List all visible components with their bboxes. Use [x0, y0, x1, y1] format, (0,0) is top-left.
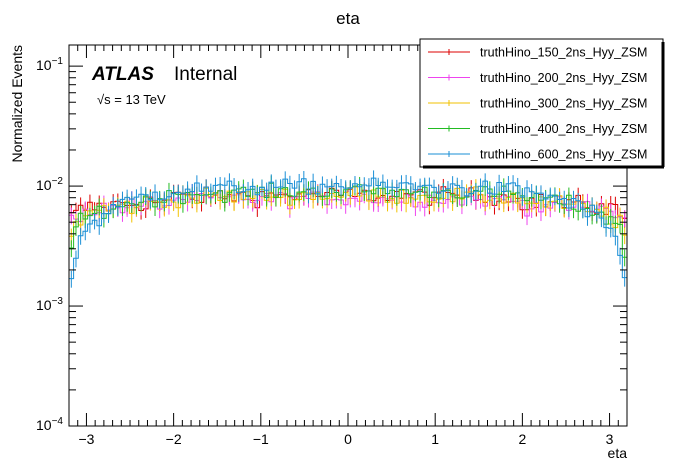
series-line [69, 177, 627, 280]
x-tick-label: 0 [344, 431, 352, 447]
atlas-status-label: Internal [174, 64, 237, 85]
y-axis-label: Normalized Events [9, 45, 25, 163]
legend-entry-label: truthHino_600_2ns_Hyy_ZSM [480, 148, 647, 162]
series-line [69, 186, 627, 237]
x-tick-label: −2 [166, 431, 182, 447]
atlas-label: ATLAS [91, 64, 154, 85]
chart-title: eta [336, 9, 360, 28]
y-tick-exponent: −4 [52, 416, 64, 427]
x-tick-label: 2 [518, 431, 526, 447]
y-tick-exponent: −1 [52, 56, 64, 67]
legend: truthHino_150_2ns_Hyy_ZSM truthHino_200_2… [419, 38, 665, 169]
x-tick-label: −1 [253, 431, 269, 447]
y-tick-label: 10−1 [36, 56, 63, 73]
x-tick-label: 3 [606, 431, 614, 447]
y-tick-label: 10−4 [36, 416, 63, 433]
x-tick-label: −3 [78, 431, 94, 447]
x-axis-label: eta [608, 445, 628, 461]
y-tick-exponent: −2 [52, 176, 64, 187]
legend-entry-label: truthHino_200_2ns_Hyy_ZSM [480, 71, 647, 85]
series-4 [69, 175, 627, 267]
y-tick-label: 10−3 [36, 296, 63, 313]
legend-entry-label: truthHino_150_2ns_Hyy_ZSM [480, 46, 647, 60]
series-layer [69, 170, 627, 288]
series-5 [69, 170, 627, 288]
series-line [69, 182, 627, 258]
y-tick-exponent: −3 [52, 296, 64, 307]
legend-entries: truthHino_150_2ns_Hyy_ZSM truthHino_200_2… [428, 46, 647, 162]
series-line [69, 191, 627, 222]
legend-entry-label: truthHino_400_2ns_Hyy_ZSM [480, 122, 647, 136]
legend-entry-label: truthHino_300_2ns_Hyy_ZSM [480, 97, 647, 111]
energy-label: √s = 13 TeV [97, 92, 166, 107]
y-tick-label: 10−2 [36, 176, 63, 193]
x-tick-label: 1 [431, 431, 439, 447]
